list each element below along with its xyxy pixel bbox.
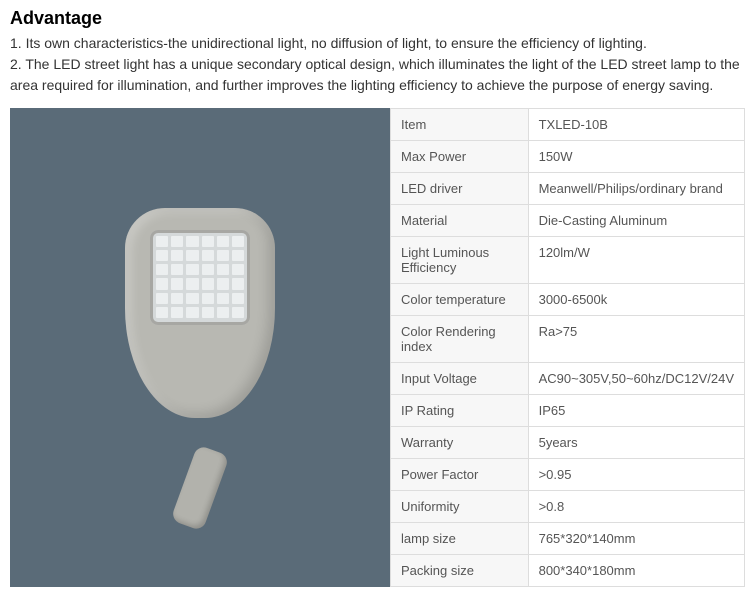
spec-label: Input Voltage: [391, 363, 529, 395]
product-image: [10, 108, 390, 587]
table-row: lamp size765*320*140mm: [391, 523, 745, 555]
spec-label: Uniformity: [391, 491, 529, 523]
table-row: Power Factor>0.95: [391, 459, 745, 491]
spec-value: 3000-6500k: [528, 284, 744, 316]
section-heading: Advantage: [10, 8, 745, 29]
spec-value: Ra>75: [528, 316, 744, 363]
table-row: MaterialDie-Casting Aluminum: [391, 205, 745, 237]
spec-value: AC90~305V,50~60hz/DC12V/24V: [528, 363, 744, 395]
lamp-arm-shape: [170, 444, 229, 531]
advantage-item: 1. Its own characteristics-the unidirect…: [10, 33, 745, 54]
spec-value: 765*320*140mm: [528, 523, 744, 555]
spec-label: LED driver: [391, 173, 529, 205]
spec-label: Color temperature: [391, 284, 529, 316]
spec-label: Warranty: [391, 427, 529, 459]
table-row: ItemTXLED-10B: [391, 109, 745, 141]
advantage-item: 2. The LED street light has a unique sec…: [10, 54, 745, 96]
led-panel-shape: [150, 230, 250, 325]
spec-label: Item: [391, 109, 529, 141]
spec-value: 800*340*180mm: [528, 555, 744, 587]
spec-label: Color Rendering index: [391, 316, 529, 363]
spec-value: TXLED-10B: [528, 109, 744, 141]
spec-label: Material: [391, 205, 529, 237]
spec-label: Packing size: [391, 555, 529, 587]
spec-value: IP65: [528, 395, 744, 427]
table-row: Input VoltageAC90~305V,50~60hz/DC12V/24V: [391, 363, 745, 395]
spec-label: Power Factor: [391, 459, 529, 491]
table-row: LED driverMeanwell/Philips/ordinary bran…: [391, 173, 745, 205]
table-row: Uniformity>0.8: [391, 491, 745, 523]
table-row: Color temperature3000-6500k: [391, 284, 745, 316]
spec-label: Light Luminous Efficiency: [391, 237, 529, 284]
spec-value: 5years: [528, 427, 744, 459]
content-row: ItemTXLED-10BMax Power150WLED driverMean…: [10, 108, 745, 587]
spec-value: >0.8: [528, 491, 744, 523]
spec-value: 120lm/W: [528, 237, 744, 284]
table-row: Light Luminous Efficiency120lm/W: [391, 237, 745, 284]
spec-value: Die-Casting Aluminum: [528, 205, 744, 237]
lamp-head-shape: [125, 208, 275, 418]
table-row: Packing size800*340*180mm: [391, 555, 745, 587]
spec-label: Max Power: [391, 141, 529, 173]
lamp-illustration: [125, 208, 275, 488]
spec-value: 150W: [528, 141, 744, 173]
table-row: IP RatingIP65: [391, 395, 745, 427]
table-row: Color Rendering indexRa>75: [391, 316, 745, 363]
table-row: Max Power150W: [391, 141, 745, 173]
advantage-list: 1. Its own characteristics-the unidirect…: [10, 33, 745, 96]
spec-table: ItemTXLED-10BMax Power150WLED driverMean…: [390, 108, 745, 587]
table-row: Warranty5years: [391, 427, 745, 459]
spec-value: Meanwell/Philips/ordinary brand: [528, 173, 744, 205]
spec-label: lamp size: [391, 523, 529, 555]
spec-label: IP Rating: [391, 395, 529, 427]
spec-value: >0.95: [528, 459, 744, 491]
spec-table-container: ItemTXLED-10BMax Power150WLED driverMean…: [390, 108, 745, 587]
spec-table-body: ItemTXLED-10BMax Power150WLED driverMean…: [391, 109, 745, 587]
